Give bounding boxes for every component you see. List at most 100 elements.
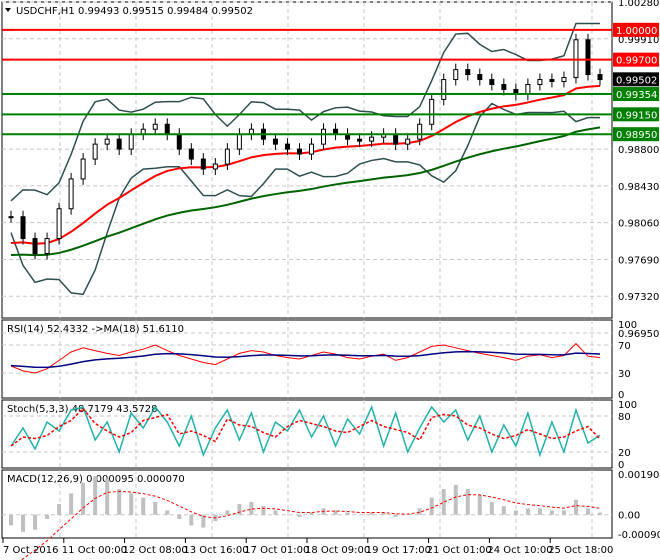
dropdown-triangle-icon: [5, 8, 11, 12]
candle-body: [8, 216, 14, 219]
y-tick-label: 0.98430: [618, 182, 659, 193]
time-label: 11 Oct 00:00: [62, 545, 127, 556]
time-label: 21 Oct 01:00: [427, 545, 492, 556]
candle-body: [80, 158, 86, 180]
candle-body: [321, 128, 327, 145]
panel-frame-0: [1, 1, 613, 319]
rsi-line: [10, 342, 601, 374]
bollinger-lower: [10, 102, 600, 296]
y-tick-label: 0: [618, 460, 624, 471]
candle-body: [309, 143, 315, 155]
candle-body: [152, 123, 158, 130]
y-tick-label: 0.96950: [618, 329, 659, 340]
time-label: 25 Oct 18:00: [548, 545, 613, 556]
chart-title: USDCHF,H1: [16, 6, 75, 17]
ohlc-values: 0.99493 0.99515 0.99484 0.99502: [78, 6, 253, 17]
candle-body: [188, 148, 194, 160]
candle-body: [92, 143, 98, 160]
candle-body: [200, 158, 206, 170]
stoch-main-line: [10, 404, 601, 458]
time-label: 17 Oct 01:00: [244, 545, 309, 556]
fast-ma-line: [10, 84, 601, 245]
panel-frame-2: [1, 399, 613, 469]
y-tick-label: -0.000901: [618, 530, 660, 541]
candle-body: [32, 238, 38, 254]
candle-body: [465, 69, 471, 76]
candle-body: [489, 79, 495, 86]
y-tick-label: 0.00: [618, 511, 640, 522]
candle-body: [429, 98, 435, 125]
candle-body: [128, 133, 134, 150]
level-label: 0.99354: [616, 90, 657, 101]
y-tick-label: 0.97320: [618, 292, 659, 303]
candle-body: [20, 216, 26, 240]
candle-body: [393, 133, 399, 145]
candle-body: [477, 74, 483, 81]
level-tag: [613, 107, 659, 122]
time-label: 7 Oct 2016: [3, 545, 58, 556]
level-tag: [613, 22, 659, 37]
time-label: 19 Oct 17:00: [366, 545, 431, 556]
candle-body: [176, 133, 182, 150]
y-tick-label: 20: [618, 448, 631, 459]
time-label: 24 Oct 10:00: [487, 545, 552, 556]
candle-body: [104, 138, 110, 145]
y-tick-label: 30: [618, 369, 631, 380]
candle-body: [284, 143, 290, 150]
candle-body: [116, 138, 122, 150]
candle-body: [417, 123, 423, 140]
macd-signal-line: [21, 490, 601, 560]
candle-body: [525, 84, 531, 95]
y-tick-label: 0.99910: [618, 35, 659, 46]
indicator-title: Stoch(5,3,3) 48.7179 43.5728: [7, 404, 158, 415]
current-price-tag: [613, 72, 659, 87]
level-label: 1.00000: [616, 26, 657, 37]
candle-body: [44, 238, 50, 254]
candle-body: [164, 123, 170, 135]
level-label: 0.99150: [616, 110, 657, 121]
rsi-ma-line: [10, 350, 601, 369]
candle-body: [501, 84, 507, 90]
time-label: 18 Oct 09:00: [305, 545, 370, 556]
y-tick-label: 0.001904: [618, 470, 660, 481]
candle-body: [212, 163, 218, 170]
y-tick-label: 70: [618, 341, 631, 352]
candle-body: [68, 178, 74, 210]
candle-body: [272, 138, 278, 145]
candle-body: [597, 74, 603, 81]
time-label: 12 Oct 08:00: [123, 545, 188, 556]
candle-body: [453, 69, 459, 81]
y-tick-label: 0.98800: [618, 145, 659, 156]
level-tag: [613, 87, 659, 102]
time-label: 13 Oct 16:00: [183, 545, 248, 556]
y-tick-label: 1.00280: [618, 0, 659, 9]
candle-body: [441, 79, 447, 100]
candle-body: [224, 148, 230, 165]
level-tag: [613, 52, 659, 67]
y-tick-label: 100: [618, 320, 637, 331]
y-tick-label: 80: [618, 412, 631, 423]
candle-body: [561, 77, 567, 83]
level-label: 0.98950: [616, 130, 657, 141]
candle-body: [236, 133, 242, 150]
y-tick-label: 100: [618, 400, 637, 411]
current-price-label: 0.99502: [616, 75, 657, 86]
candle-body: [405, 138, 411, 145]
candle-body: [369, 136, 375, 142]
indicator-title: RSI(14) 52.4332 ->MA(18) 51.6110: [7, 324, 184, 335]
panel-frame-1: [1, 319, 613, 399]
level-label: 0.99700: [616, 56, 657, 67]
candle-body: [56, 208, 62, 240]
slow-ma-line: [10, 126, 601, 257]
y-tick-label: 0: [618, 390, 624, 401]
candle-body: [537, 79, 543, 86]
y-tick-label: 0.98060: [618, 219, 659, 230]
stoch-signal-line: [10, 407, 601, 447]
level-tag: [613, 127, 659, 142]
candle-body: [549, 79, 555, 83]
y-tick-label: 0.97690: [618, 255, 659, 266]
candle-body: [585, 39, 591, 76]
candle-body: [357, 138, 363, 142]
